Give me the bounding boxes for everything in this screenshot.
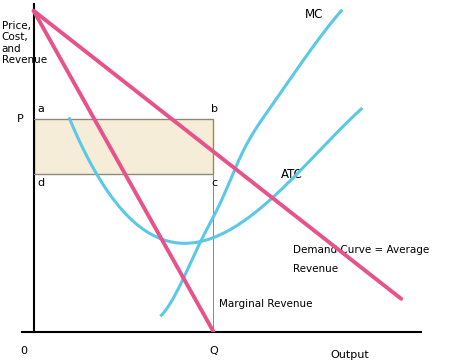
Text: b: b: [212, 104, 218, 114]
Text: Output: Output: [330, 349, 369, 360]
Text: Q: Q: [209, 346, 218, 356]
Text: a: a: [38, 104, 45, 114]
Text: Price,
Cost,
and
Revenue: Price, Cost, and Revenue: [2, 21, 47, 65]
Text: P: P: [17, 114, 23, 124]
Text: 0: 0: [20, 346, 27, 356]
Text: c: c: [212, 178, 217, 188]
Text: Demand Curve = Average: Demand Curve = Average: [293, 245, 430, 255]
Text: Revenue: Revenue: [293, 264, 338, 274]
Text: MC: MC: [305, 8, 324, 21]
Text: ATC: ATC: [281, 168, 303, 181]
Text: Marginal Revenue: Marginal Revenue: [220, 299, 313, 309]
Bar: [34, 119, 213, 174]
Text: d: d: [38, 178, 45, 188]
